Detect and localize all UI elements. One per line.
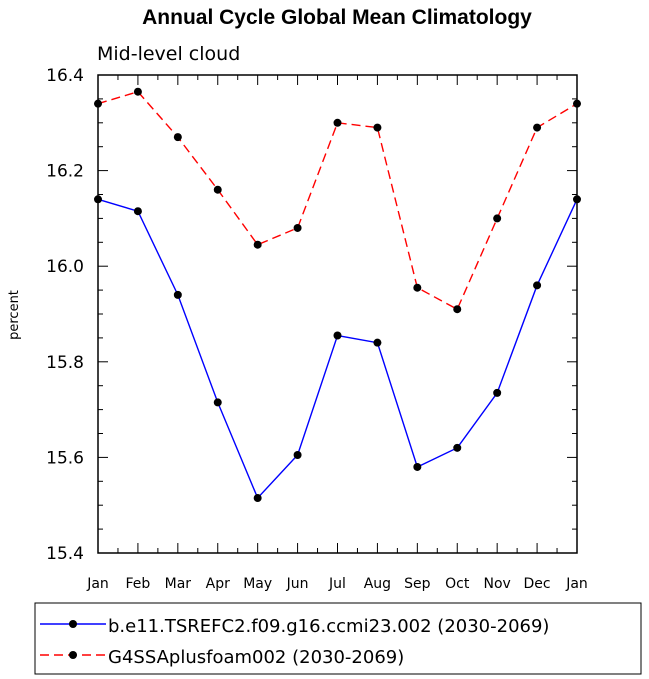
legend-marker-series-2	[69, 651, 77, 659]
x-tick-label: Oct	[445, 576, 470, 592]
series-1-point	[333, 331, 342, 340]
x-tick-label: May	[243, 576, 272, 592]
series-2-point	[133, 87, 142, 96]
series-2-point	[493, 214, 502, 223]
x-tick-label: Jan	[565, 576, 588, 592]
series-1-point	[213, 398, 222, 407]
y-tick-label: 15.4	[46, 544, 84, 564]
legend	[40, 620, 106, 659]
y-tick-labels: 15.4 15.6 15.8 16.0 16.2 16.4	[46, 66, 84, 564]
legend-marker-series-1	[69, 620, 77, 628]
series-2-point	[413, 283, 422, 292]
y-tick-label: 16.0	[46, 257, 84, 277]
x-tick-label: Sep	[404, 576, 431, 592]
x-tick-label: Aug	[364, 576, 391, 592]
series-1-point	[533, 281, 542, 290]
plot-frame	[97, 74, 578, 554]
x-tick-label: Jul	[328, 576, 346, 592]
x-tick-label: Nov	[484, 576, 511, 592]
y-tick-label: 15.6	[46, 448, 84, 468]
series-1-point	[493, 388, 502, 397]
series-1-point	[453, 443, 462, 452]
series-2-point	[213, 185, 222, 194]
y-axis-label: percent	[7, 290, 22, 340]
chart-subtitle: Mid-level cloud	[97, 43, 240, 65]
y-tick-label: 15.8	[46, 353, 84, 373]
series-1-point	[413, 462, 422, 471]
chart-title: Annual Cycle Global Mean Climatology	[142, 6, 532, 29]
axis-ticks	[97, 74, 578, 554]
x-tick-label: Dec	[524, 576, 551, 592]
x-tick-label: Apr	[206, 576, 230, 592]
series-2-point	[173, 133, 182, 142]
series-1-point	[293, 451, 302, 460]
series-1-point	[133, 207, 142, 216]
legend-label-series-2: G4SSAplusfoam002 (2030-2069)	[108, 647, 404, 668]
series-1-point	[173, 290, 182, 299]
series-1-point	[373, 338, 382, 347]
series-2-point	[333, 118, 342, 127]
series-1-point	[253, 494, 262, 503]
x-tick-labels: Jan Feb Mar Apr May Jun Jul Aug Sep Oct Nov Dec Jan	[86, 576, 588, 592]
x-tick-label: Mar	[165, 576, 192, 592]
y-tick-label: 16.2	[46, 162, 84, 182]
series-layer	[94, 87, 581, 503]
series-line-1	[97, 198, 578, 500]
y-tick-label: 16.4	[46, 66, 84, 86]
series-2-point	[253, 240, 262, 249]
series-2-point	[373, 123, 382, 132]
legend-label-series-1: b.e11.TSREFC2.f09.g16.ccmi23.002 (2030-2…	[108, 616, 549, 637]
x-tick-label: Feb	[126, 576, 151, 592]
series-2-point	[293, 223, 302, 232]
series-2-point	[533, 123, 542, 132]
series-2-point	[453, 305, 462, 314]
legend-box	[34, 602, 642, 675]
x-tick-label: Jan	[86, 576, 109, 592]
x-tick-label: Jun	[286, 576, 309, 592]
